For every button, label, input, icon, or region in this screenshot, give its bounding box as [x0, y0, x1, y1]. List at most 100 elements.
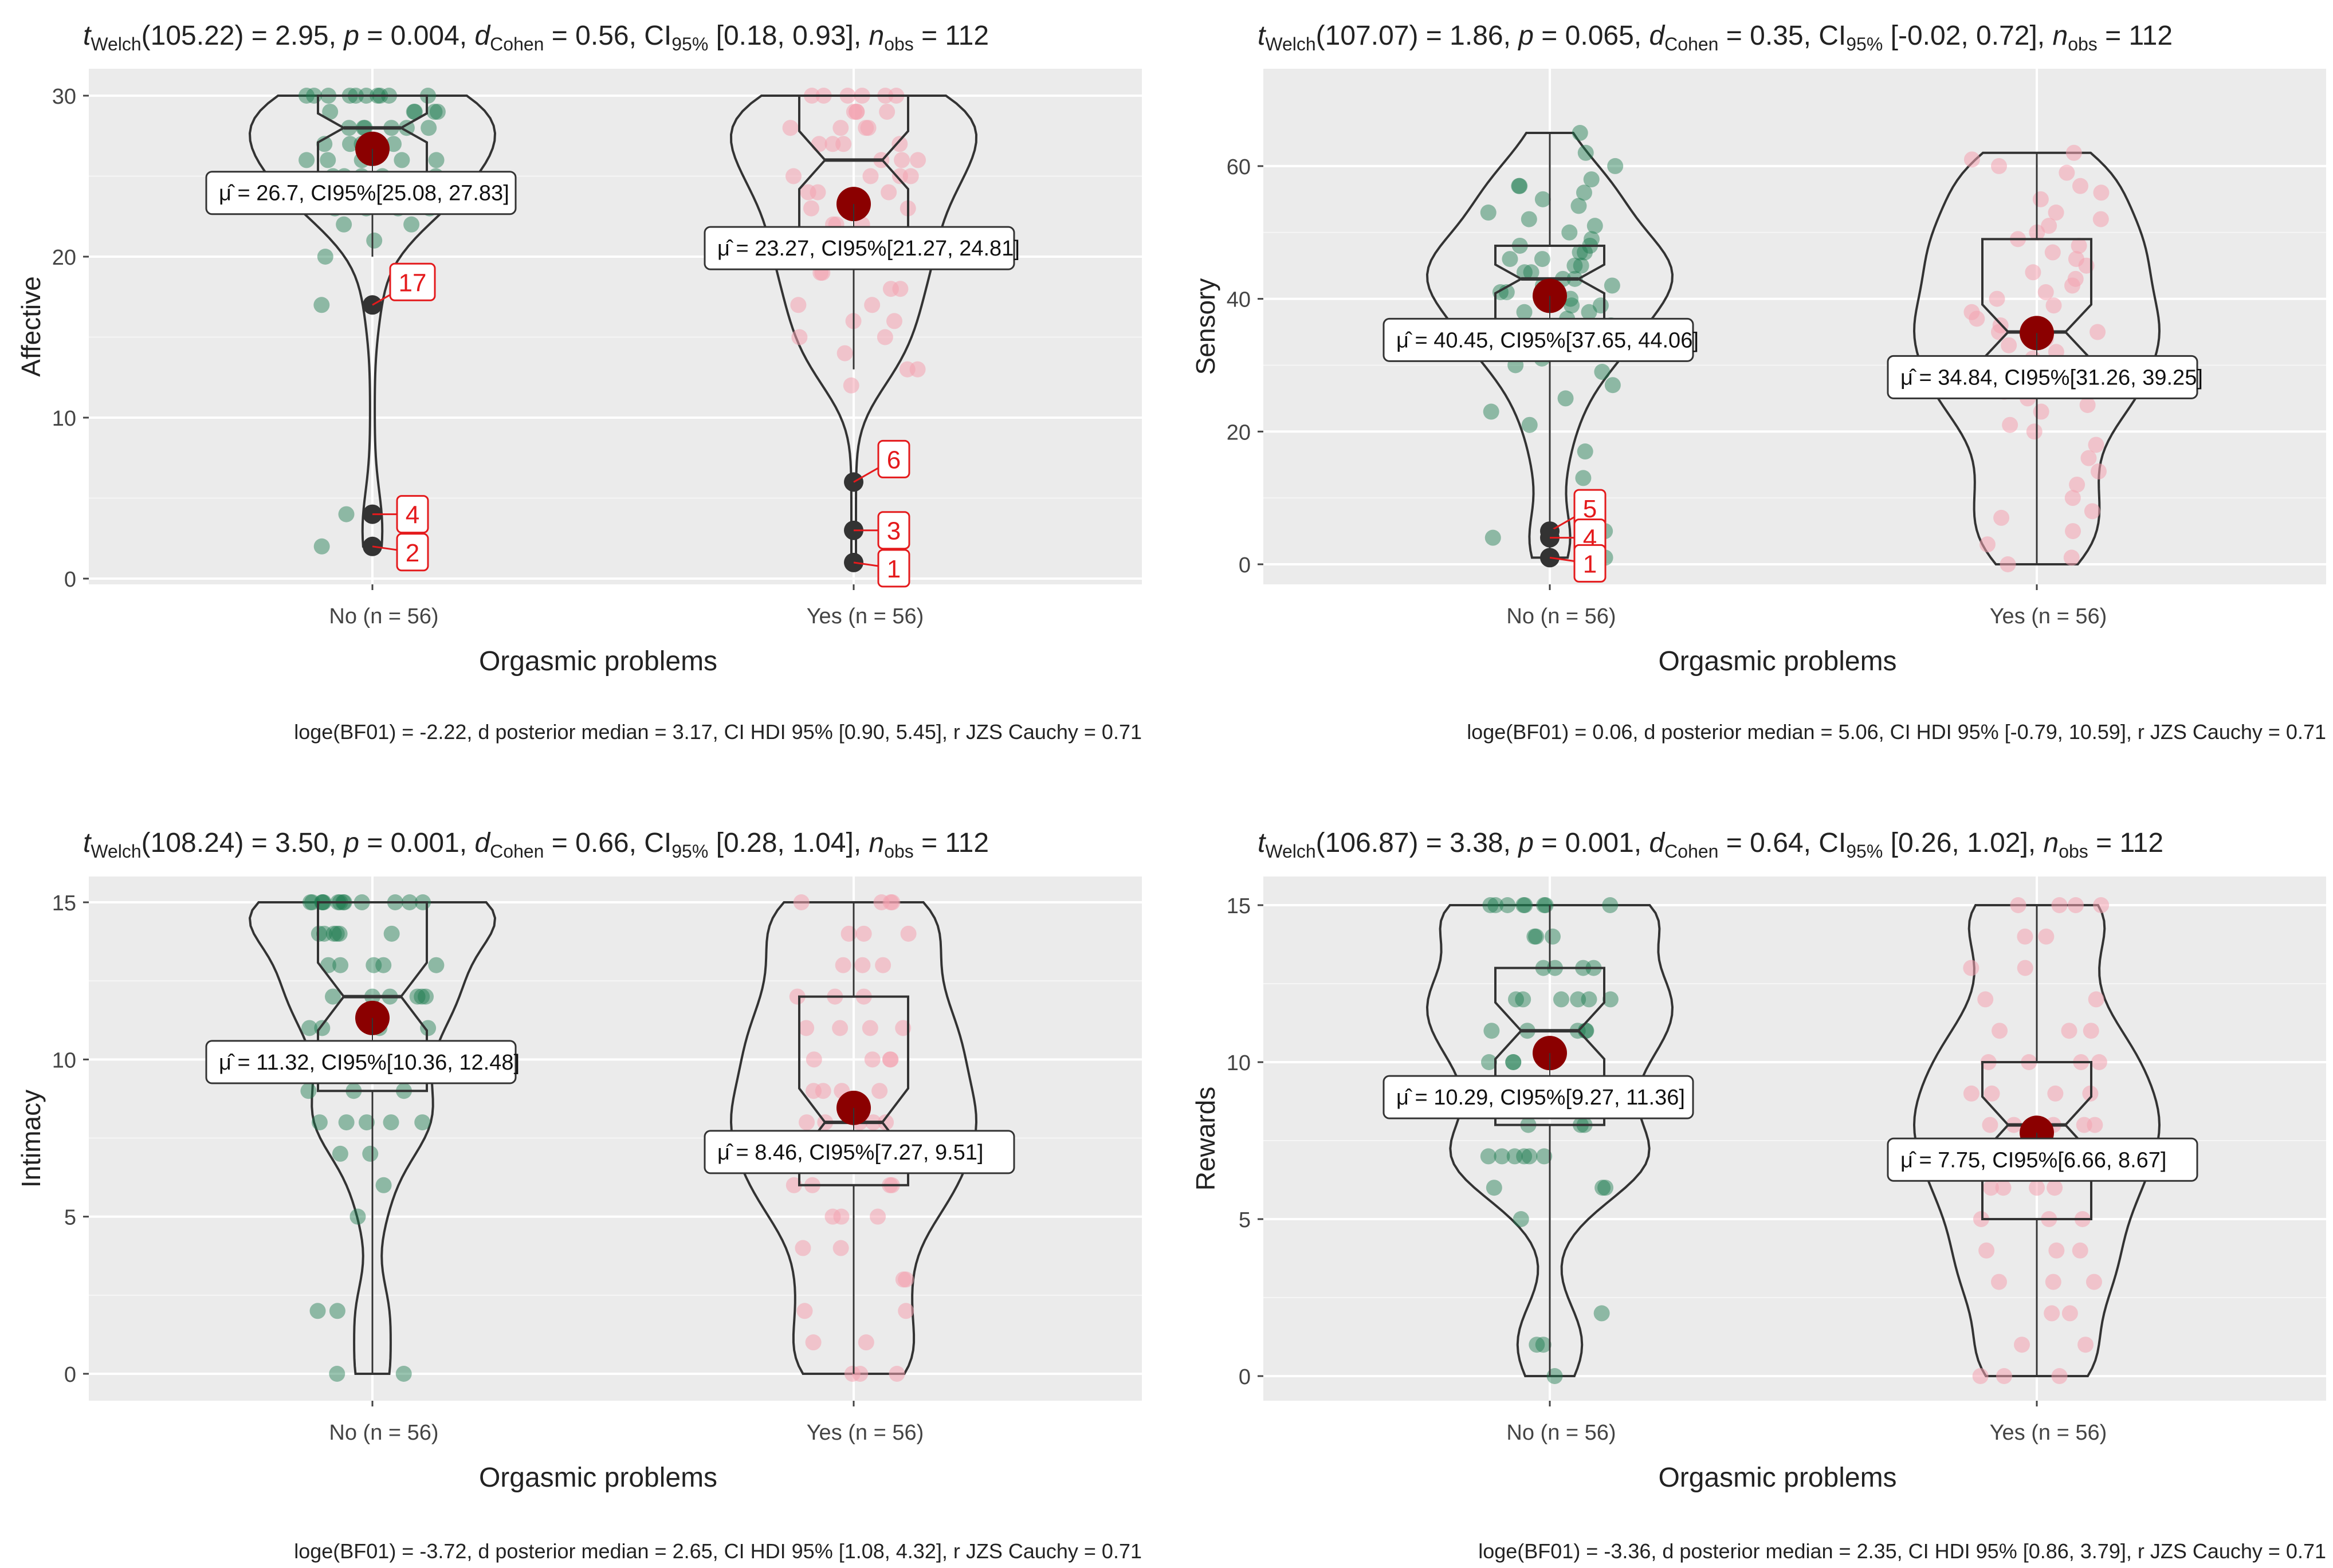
data-point: [2048, 205, 2064, 221]
data-point: [2076, 1117, 2092, 1133]
outlier-label: 1: [887, 555, 901, 583]
data-point: [1983, 1180, 2000, 1196]
data-point: [329, 1366, 345, 1382]
x-axis-label: Orgasmic problems: [479, 646, 717, 677]
mean-label-box: [1382, 317, 1694, 362]
data-point: [811, 136, 827, 152]
data-point: [789, 988, 806, 1005]
data-point: [2093, 184, 2110, 201]
data-point: [2000, 556, 2016, 572]
data-point: [1561, 224, 1578, 241]
data-point: [329, 1303, 345, 1319]
data-point: [1546, 1368, 1563, 1384]
violin-outline: [1912, 151, 2161, 565]
data-point: [790, 297, 807, 313]
data-point: [2037, 284, 2054, 301]
y-tick-label: 0: [1239, 553, 1251, 577]
data-point: [879, 104, 896, 120]
data-point: [1978, 1242, 1995, 1259]
data-point: [309, 1303, 326, 1319]
data-point: [299, 152, 315, 168]
violin-outline: [248, 901, 497, 1375]
data-point: [2088, 437, 2104, 453]
y-axis-label: Intimacy: [16, 1090, 46, 1188]
data-point: [1984, 1085, 2000, 1102]
bayes-footer: loge(BF01) = 0.06, d posterior median = …: [1467, 720, 2326, 744]
data-point: [2047, 1180, 2063, 1196]
data-point: [902, 168, 919, 184]
data-point: [870, 1208, 886, 1225]
data-point: [1586, 218, 1603, 234]
data-point: [2014, 1337, 2030, 1353]
chart-title: tWelch(108.24) = 3.50, p = 0.001, dCohen…: [83, 828, 989, 862]
mean-label: μ̂ = 8.46, CI95%[7.27, 9.51]: [717, 1141, 983, 1165]
data-point: [1511, 178, 1528, 194]
data-point: [832, 1240, 849, 1256]
box: [1494, 966, 1605, 1126]
data-point: [1516, 304, 1533, 320]
data-point: [1577, 443, 1593, 460]
data-point: [900, 925, 917, 942]
data-point: [338, 506, 355, 522]
data-point: [1982, 1117, 1998, 1133]
data-point: [403, 216, 420, 233]
data-point: [2001, 337, 2017, 353]
outlier-label-box: [396, 495, 429, 534]
data-point: [1594, 364, 1611, 380]
data-point: [426, 104, 443, 120]
data-point: [898, 1303, 914, 1319]
data-point: [835, 136, 852, 152]
data-point: [406, 104, 422, 120]
data-point: [2085, 1274, 2102, 1290]
data-point: [428, 152, 445, 168]
bayes-footer: loge(BF01) = -3.72, d posterior median =…: [294, 1539, 1142, 1563]
data-point: [1570, 991, 1586, 1008]
data-point: [1487, 897, 1504, 913]
data-point: [2038, 928, 2055, 945]
data-point: [1996, 1368, 2012, 1384]
chart-title: tWelch(105.22) = 2.95, p = 0.004, dCohen…: [83, 21, 989, 54]
data-point: [1502, 251, 1518, 268]
data-point: [2063, 549, 2080, 566]
data-point: [317, 249, 333, 265]
y-tick-label: 0: [64, 1363, 76, 1387]
data-point: [1482, 897, 1499, 913]
data-point: [1602, 991, 1619, 1008]
outlier-label: 1: [1583, 550, 1597, 578]
data-point: [395, 1366, 412, 1382]
data-point: [1963, 1085, 1979, 1102]
box: [317, 901, 428, 1093]
data-point: [871, 1083, 888, 1099]
group-1: Yes (n = 56) μ̂ = 34.84, CI95%[31.26, 39.…: [1887, 144, 2203, 628]
data-point: [882, 1051, 898, 1068]
data-point: [1544, 928, 1561, 945]
data-point: [2080, 450, 2097, 466]
y-tick-label: 15: [1227, 894, 1251, 918]
data-point: [899, 361, 916, 378]
mean-label: μ̂ = 40.45, CI95%[37.65, 44.06]: [1396, 328, 1699, 352]
data-point: [1989, 290, 2005, 307]
data-point: [2059, 164, 2075, 181]
group-1: Yes (n = 56) μ̂ = 8.46, CI95%[7.27, 9.51]: [704, 894, 1015, 1445]
y-tick-label: 40: [1227, 288, 1251, 312]
violin-outline: [1425, 904, 1674, 1377]
data-point: [2092, 211, 2109, 227]
data-point: [313, 297, 330, 313]
data-point: [338, 1114, 355, 1131]
data-point: [2067, 897, 2084, 913]
group-1: Yes (n = 56) μ̂ = 7.75, CI95%[6.66, 8.67]: [1887, 897, 2198, 1445]
outlier-label: 3: [887, 517, 901, 545]
data-point: [1570, 198, 1587, 214]
data-point: [336, 216, 352, 233]
data-point: [881, 184, 897, 201]
data-point: [2093, 897, 2110, 913]
y-axis-label: Sensory: [1191, 278, 1220, 375]
data-point: [815, 1083, 831, 1099]
violin-outline: [1425, 132, 1674, 559]
y-axis-label: Affective: [16, 276, 46, 377]
data-point: [860, 120, 877, 136]
data-point: [2026, 423, 2043, 440]
data-point: [1969, 311, 1985, 327]
data-point: [2061, 1023, 2077, 1039]
data-point: [849, 104, 865, 120]
